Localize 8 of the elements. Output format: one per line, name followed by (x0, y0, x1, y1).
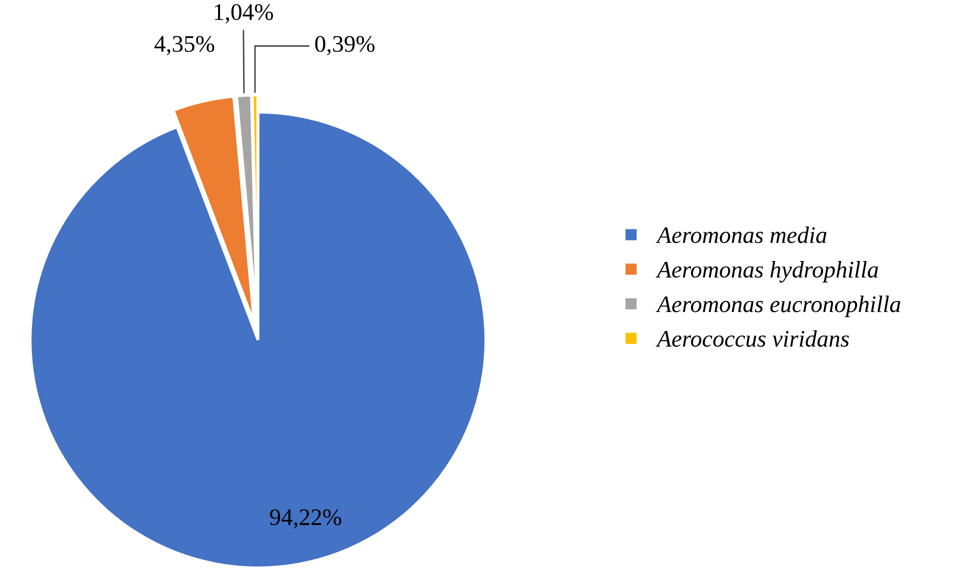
legend-label: Aerococcus viridans (656, 330, 849, 347)
data-label: 4,35% (154, 36, 214, 56)
legend-label: Aeromonas media (656, 226, 826, 244)
data-label: 94,22% (270, 509, 342, 529)
data-label: 0,39% (315, 36, 375, 56)
legend-label: Aeromonas eucronophilla (656, 296, 900, 318)
legend-label: Aeromonas hydrophilla (656, 261, 878, 283)
data-label: 1,04% (214, 4, 273, 24)
